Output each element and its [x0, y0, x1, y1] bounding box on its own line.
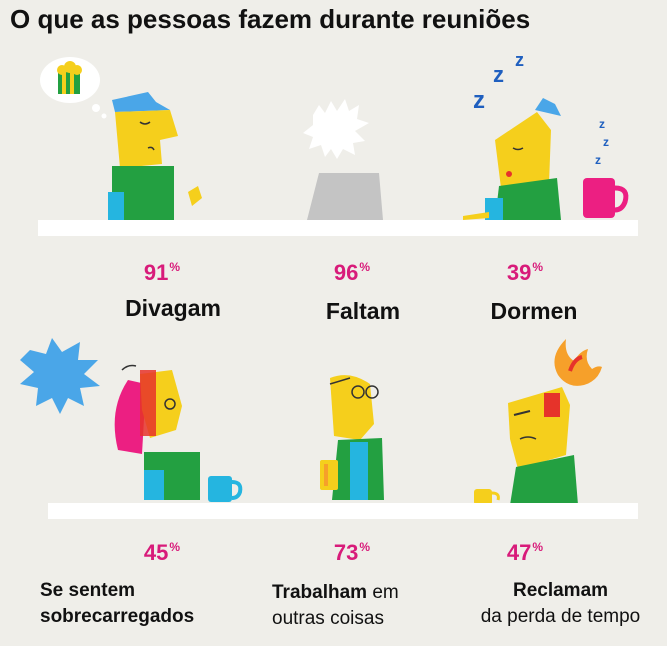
- anger-fire-icon: [554, 339, 602, 386]
- stat-percent-sleep: 39%: [506, 260, 544, 285]
- stat-label-daydream: Divagam: [125, 295, 221, 321]
- svg-text:z: z: [493, 62, 504, 87]
- svg-text:z: z: [515, 50, 524, 70]
- daydreaming-person-illustration: [40, 57, 202, 222]
- overwhelmed-person-illustration: [20, 338, 243, 502]
- absent-person-illustration: [303, 99, 383, 220]
- stat-label-sleep: Dormen: [490, 298, 578, 324]
- multitasking-person-illustration: [320, 375, 384, 500]
- svg-text:z: z: [473, 87, 485, 114]
- svg-text:z: z: [603, 135, 609, 149]
- stress-burst-icon: [20, 338, 100, 414]
- coffee-mug-icon: [208, 476, 243, 502]
- page-title: O que as pessoas fazem durante reuniões: [10, 4, 531, 34]
- stat-percent-absent: 96%: [333, 260, 371, 285]
- popcorn-thought-icon: [40, 57, 107, 119]
- stat-percent-complain: 47%: [506, 540, 544, 565]
- stat-label-complain: Reclamam da perda de tempo: [480, 580, 641, 627]
- complaining-person-illustration: [474, 339, 602, 505]
- svg-text:z: z: [599, 117, 605, 131]
- coffee-mug-icon: [474, 489, 500, 505]
- stat-percent-daydream: 91%: [143, 260, 181, 285]
- stat-label-overwhelmed: Se sentem sobrecarregados: [40, 580, 195, 627]
- coffee-mug-icon: z z z: [583, 117, 629, 218]
- svg-text:z: z: [595, 153, 601, 167]
- table-shelf-top: [38, 220, 638, 236]
- stat-label-other-work: Trabalham em outras coisas: [272, 582, 399, 629]
- sleeping-person-illustration: z z z z z z: [463, 50, 629, 220]
- table-shelf-bottom: [48, 503, 638, 519]
- stat-percent-other-work: 73%: [333, 540, 371, 565]
- stat-percent-overwhelmed: 45%: [143, 540, 181, 565]
- stat-label-absent: Faltam: [325, 298, 401, 324]
- sleep-z-icon: z z z: [473, 50, 524, 114]
